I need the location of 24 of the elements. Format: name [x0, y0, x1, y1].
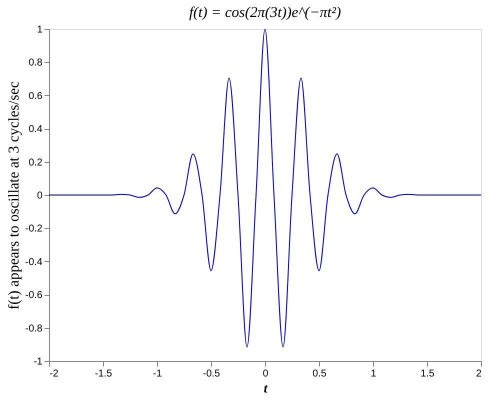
- y-tick-label: 0.6: [28, 90, 43, 102]
- y-tick-label: 0.8: [28, 58, 43, 69]
- x-tick-label: 1: [370, 368, 377, 380]
- x-tick-label: -1.5: [94, 368, 113, 380]
- x-tick-label: -2: [50, 368, 59, 380]
- y-tick-label: -0.6: [25, 290, 43, 302]
- y-tick-label: 0: [36, 190, 43, 202]
- y-tick-label: -1: [34, 356, 43, 368]
- y-tick-label: -0.4: [25, 256, 43, 268]
- x-tick-label: 0: [262, 368, 269, 380]
- x-tick-label: 2: [476, 368, 482, 380]
- chart-title: f(t) = cos(2π(3t))e^(−πt²): [189, 5, 341, 21]
- x-axis-title: t: [264, 380, 268, 396]
- y-tick-label: 1: [36, 24, 43, 36]
- x-tick-label: -0.5: [202, 368, 221, 380]
- x-tick-label: -1: [153, 368, 162, 380]
- y-tick-label: 0.2: [28, 157, 43, 168]
- line-series: [49, 29, 481, 348]
- x-tick-label: 0.5: [312, 368, 327, 380]
- x-tick-label: 1.5: [420, 368, 435, 380]
- y-tick-label: -0.8: [25, 323, 43, 334]
- y-tick-label: 0.4: [28, 124, 43, 136]
- y-axis-title: f(t) appears to oscillate at 3 cycles/sec: [6, 81, 22, 310]
- y-tick-label: -0.2: [25, 224, 43, 235]
